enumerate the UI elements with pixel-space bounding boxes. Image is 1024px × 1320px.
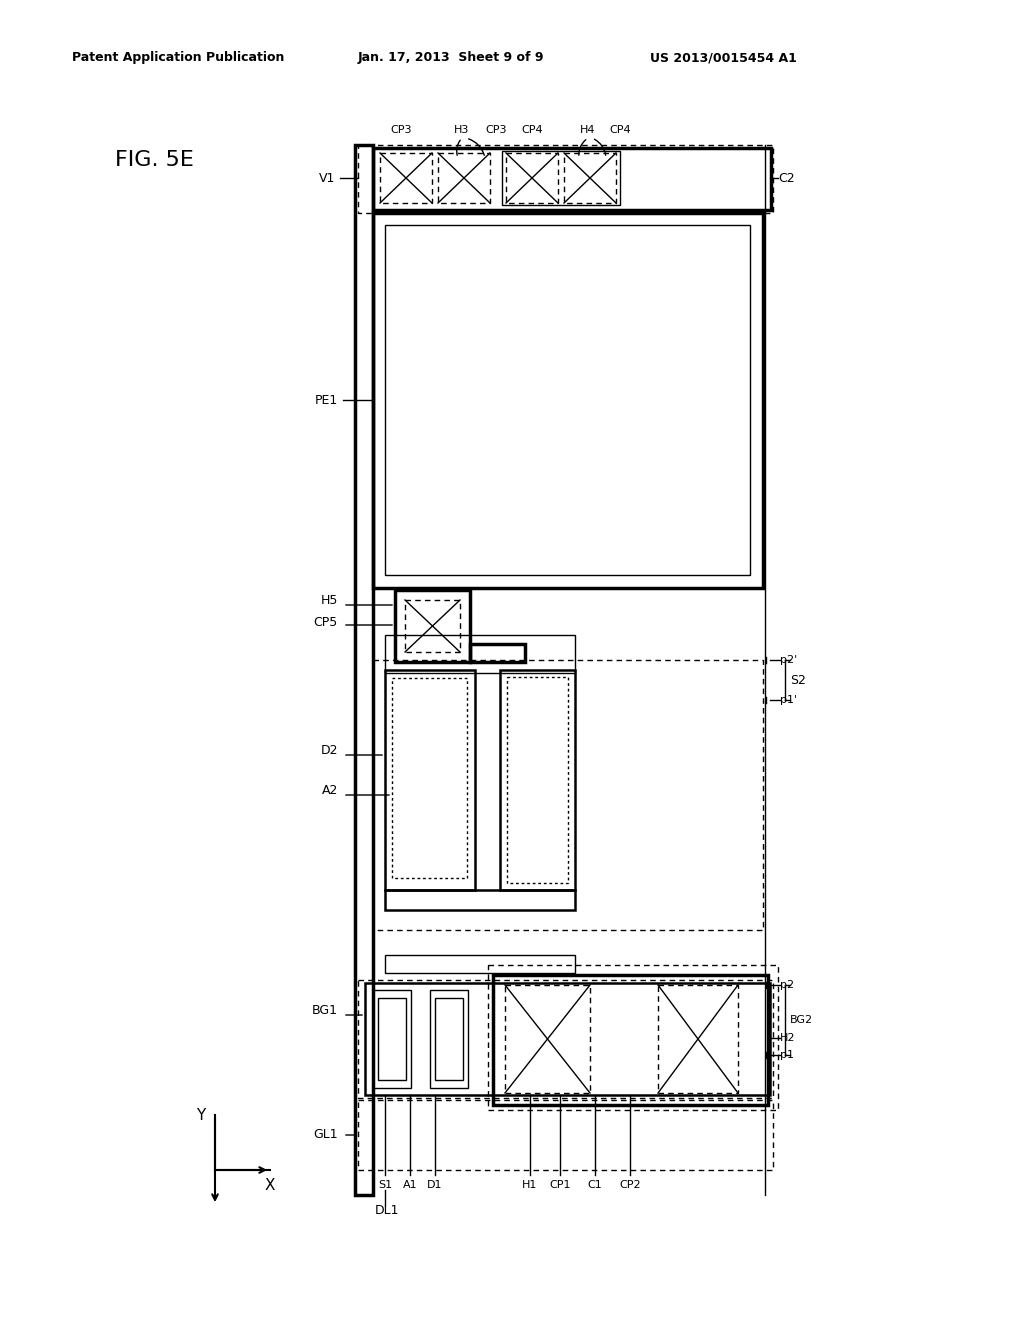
Text: D2: D2	[321, 743, 338, 756]
Text: BG2: BG2	[790, 1015, 813, 1026]
Bar	[506, 153, 558, 203]
Text: H4: H4	[581, 125, 596, 135]
Text: H2: H2	[780, 1034, 796, 1043]
Text: PE1: PE1	[314, 393, 338, 407]
Text: A2: A2	[322, 784, 338, 796]
Text: CP4: CP4	[521, 125, 543, 135]
Text: CP2: CP2	[620, 1180, 641, 1191]
Text: X: X	[265, 1179, 275, 1193]
Text: p2': p2'	[780, 655, 798, 665]
Text: FIG. 5E: FIG. 5E	[115, 150, 194, 170]
Text: V1: V1	[318, 172, 335, 185]
Text: C1: C1	[588, 1180, 602, 1191]
Bar	[385, 635, 575, 673]
Bar	[435, 998, 463, 1080]
Text: D1: D1	[427, 1180, 442, 1191]
Bar	[373, 148, 771, 210]
Bar	[658, 985, 738, 1093]
Text: Y: Y	[197, 1107, 206, 1122]
Bar	[406, 601, 460, 652]
Text: BG1: BG1	[312, 1003, 338, 1016]
Bar	[507, 677, 568, 883]
Bar	[358, 979, 773, 1098]
Text: CP3: CP3	[485, 125, 507, 135]
Text: CP1: CP1	[549, 1180, 570, 1191]
Text: H3: H3	[455, 125, 470, 135]
Text: GL1: GL1	[313, 1129, 338, 1142]
Bar	[373, 990, 411, 1088]
Bar	[493, 975, 768, 1105]
Bar	[355, 145, 373, 1195]
Text: CP4: CP4	[609, 125, 631, 135]
Text: US 2013/0015454 A1: US 2013/0015454 A1	[650, 51, 797, 65]
Text: CP5: CP5	[313, 615, 338, 628]
Bar	[385, 890, 575, 909]
Text: S1: S1	[378, 1180, 392, 1191]
Bar	[365, 983, 770, 1096]
Text: Patent Application Publication: Patent Application Publication	[72, 51, 285, 65]
Bar	[430, 990, 468, 1088]
Text: DL1: DL1	[375, 1204, 399, 1217]
Text: S2: S2	[790, 673, 806, 686]
Text: p1: p1	[780, 1049, 794, 1060]
Text: H1: H1	[522, 1180, 538, 1191]
Text: p1': p1'	[780, 696, 797, 705]
Bar	[502, 150, 620, 205]
Bar	[395, 590, 470, 663]
Bar	[378, 998, 406, 1080]
Bar	[392, 678, 467, 878]
Text: CP3: CP3	[390, 125, 412, 135]
Text: C2: C2	[778, 172, 795, 185]
Bar	[488, 965, 778, 1110]
Bar	[380, 153, 432, 203]
Bar	[564, 153, 616, 203]
Text: H5: H5	[321, 594, 338, 606]
Bar	[505, 985, 590, 1093]
Bar	[385, 954, 575, 973]
Text: A1: A1	[402, 1180, 418, 1191]
Text: p2: p2	[780, 979, 795, 990]
Bar	[500, 671, 575, 890]
Text: Jan. 17, 2013  Sheet 9 of 9: Jan. 17, 2013 Sheet 9 of 9	[358, 51, 545, 65]
Bar	[358, 1100, 773, 1170]
Bar	[373, 213, 763, 587]
Bar	[385, 671, 475, 890]
Bar	[358, 145, 773, 213]
Bar	[438, 153, 490, 203]
Bar	[470, 644, 525, 663]
Bar	[385, 224, 750, 576]
Bar	[373, 660, 763, 931]
